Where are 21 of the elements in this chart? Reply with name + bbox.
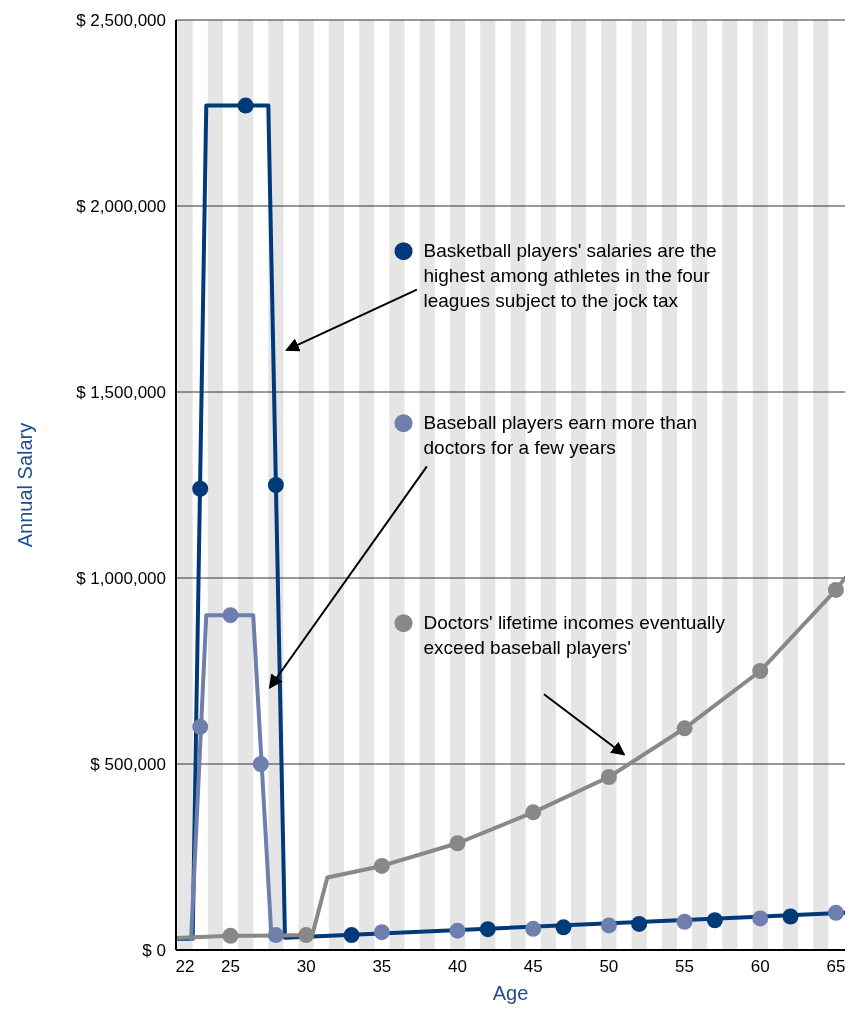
legend-label: Basketball players' salaries are the highest among athletes in the four leagues subject to the jock tax	[423, 240, 717, 312]
y-tick-label: $ 0	[142, 940, 166, 960]
y-tick-label: $ 500,000	[90, 754, 166, 774]
x-tick-label: 35	[372, 957, 392, 976]
x-tick-label: 25	[221, 957, 240, 976]
legend-label: Doctors' lifetime incomes eventually exceed baseball players'	[423, 612, 726, 659]
x-tick-label: 40	[448, 957, 467, 976]
x-tick-label: 60	[750, 957, 770, 976]
x-tick-label: 50	[599, 957, 619, 976]
x-tick-label: 30	[296, 957, 316, 976]
y-tick-label: $ 2,500,000	[76, 10, 166, 30]
x-tick-label: 55	[675, 957, 695, 976]
legend-label: Baseball players earn more than doctors for a few years	[423, 412, 698, 459]
y-tick-label: $ 1,500,000	[76, 382, 166, 402]
x-axis-title: Age	[492, 982, 529, 1004]
y-axis-title: Annual Salary	[14, 422, 36, 548]
x-tick-label: 65	[826, 957, 846, 976]
y-tick-label: $ 2,000,000	[76, 196, 166, 216]
y-tick-label: $ 1,000,000	[76, 568, 166, 588]
x-tick-label: 22	[175, 957, 195, 976]
x-tick-label: 45	[523, 957, 543, 976]
